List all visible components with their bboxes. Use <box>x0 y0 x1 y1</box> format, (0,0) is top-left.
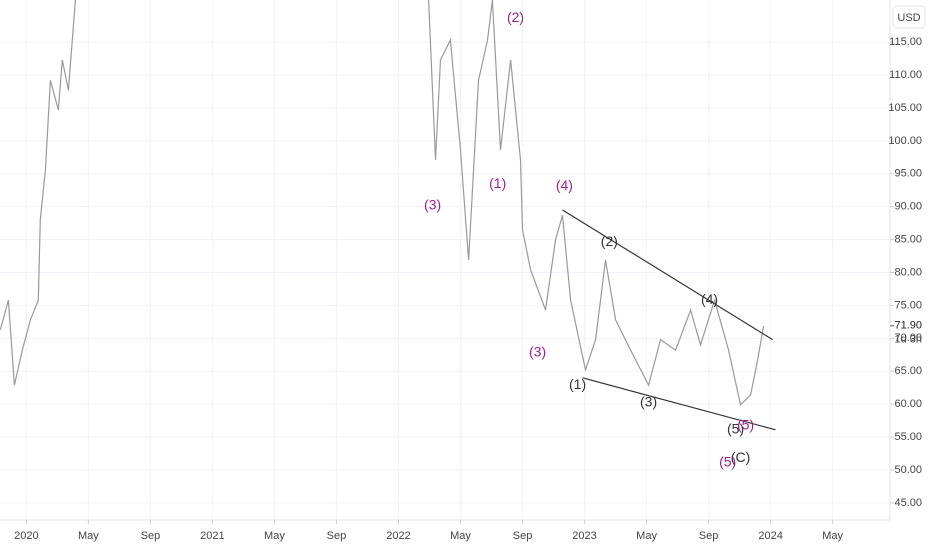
wave-label: (5) <box>737 417 754 433</box>
y-tick-label: 45.00 <box>894 497 922 509</box>
wave-label: (5) <box>727 421 744 437</box>
x-tick-label: 2020 <box>14 530 38 542</box>
price-line <box>0 0 765 406</box>
y-tick-label: 50.00 <box>894 464 922 476</box>
x-tick-label: 2024 <box>758 530 782 542</box>
y-tick-label: 80.00 <box>894 266 922 278</box>
x-tick-label: 2023 <box>572 530 596 542</box>
y-tick-label: 75.00 <box>894 299 922 311</box>
x-tick-label: 2022 <box>386 530 410 542</box>
x-tick-label: Sep <box>513 530 533 542</box>
x-tick-label: May <box>822 530 843 542</box>
y-tick-label: 65.00 <box>894 365 922 377</box>
wave-label: (2) <box>507 9 524 25</box>
wave-label: (2) <box>601 233 618 249</box>
x-tick-label: Sep <box>141 530 161 542</box>
currency: USD <box>897 12 920 24</box>
wave-label: (3) <box>529 344 546 360</box>
wave-label: (C) <box>731 449 750 465</box>
y-tick-label: 90.00 <box>894 201 922 213</box>
trend-line <box>562 209 773 341</box>
y-tick-label: 60.00 <box>894 398 922 410</box>
y-tick-label: 85.00 <box>894 234 922 246</box>
wave-label: (1) <box>569 376 586 392</box>
plot-area <box>0 0 890 520</box>
wave-label: (4) <box>701 291 718 307</box>
x-tick-label: 2021 <box>200 530 224 542</box>
y-tick-label: 70.00 <box>894 332 922 344</box>
x-tick-label: May <box>264 530 285 542</box>
y-tick-label: 115.00 <box>889 36 922 48</box>
y-tick-label: 55.00 <box>894 431 922 443</box>
wave-label: (1) <box>489 175 506 191</box>
trend-line <box>582 377 776 431</box>
wave-label: (4) <box>556 177 573 193</box>
x-tick-label: May <box>636 530 657 542</box>
wave-label: (3) <box>640 394 657 410</box>
last-price: 71.90 <box>894 320 922 332</box>
countdown: 1d 3h <box>894 334 922 346</box>
y-tick-label: 110.00 <box>889 69 922 81</box>
currency-box[interactable] <box>892 5 926 29</box>
wave-label: (3) <box>424 197 441 213</box>
y-tick-label: 105.00 <box>888 102 922 114</box>
wave-label: (5) <box>719 453 736 469</box>
x-tick-label: May <box>450 530 471 542</box>
y-tick-label: 95.00 <box>894 168 922 180</box>
x-tick-label: Sep <box>699 530 719 542</box>
x-tick-label: May <box>78 530 99 542</box>
y-tick-label: 100.00 <box>888 135 922 147</box>
x-tick-label: Sep <box>327 530 347 542</box>
